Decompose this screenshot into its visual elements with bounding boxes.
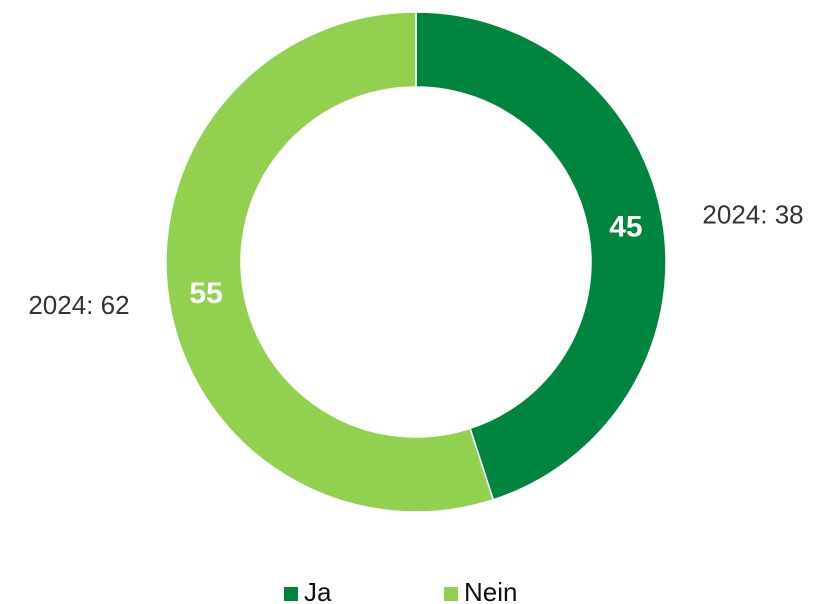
data-label: 55 xyxy=(189,277,222,310)
donut-segment xyxy=(415,11,667,501)
legend-swatch xyxy=(444,587,458,601)
legend-label: Nein xyxy=(464,577,517,604)
annotation: 2024: 38 xyxy=(702,200,803,230)
legend-label: Ja xyxy=(304,577,332,604)
data-label: 45 xyxy=(609,211,642,244)
legend-swatch xyxy=(284,587,298,601)
donut-segment xyxy=(165,11,495,513)
annotation: 2024: 62 xyxy=(28,290,129,320)
